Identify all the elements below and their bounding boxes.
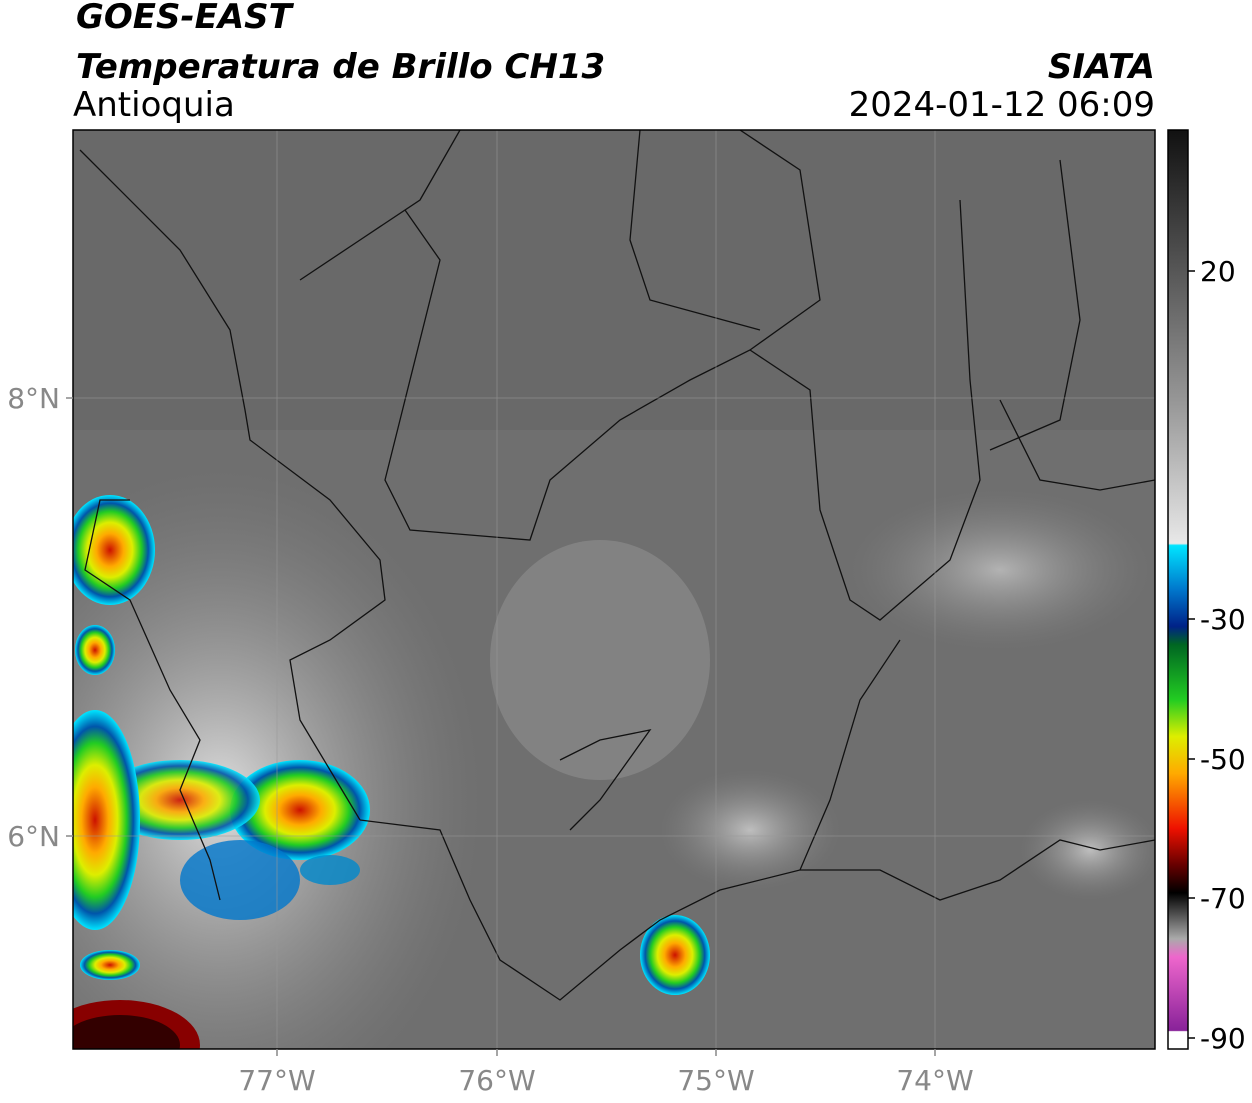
colorbar-label: -70 [1200, 882, 1246, 915]
colorbar-label: -30 [1200, 603, 1246, 636]
product-title: Temperatura de Brillo CH13 [76, 47, 605, 87]
lon-label: 76°W [458, 1064, 535, 1097]
colorbar-label: -50 [1200, 743, 1246, 776]
lat-label: 6°N [7, 820, 60, 853]
satellite-title: GOES-EAST [76, 0, 295, 37]
datetime-label: 2024-01-12 06:09 [849, 85, 1155, 125]
lon-label: 75°W [677, 1064, 754, 1097]
source-label: SIATA [1048, 47, 1155, 87]
colorbar-label: -90 [1200, 1022, 1246, 1055]
lon-label: 74°W [896, 1064, 973, 1097]
colorbar [1167, 129, 1189, 1050]
region-label: Antioquia [73, 85, 235, 125]
colorbar-label: 20 [1200, 255, 1236, 288]
lon-label: 77°W [238, 1064, 315, 1097]
lat-label: 8°N [7, 382, 60, 415]
map-image [73, 130, 1155, 1049]
map-frame [72, 129, 1156, 1050]
